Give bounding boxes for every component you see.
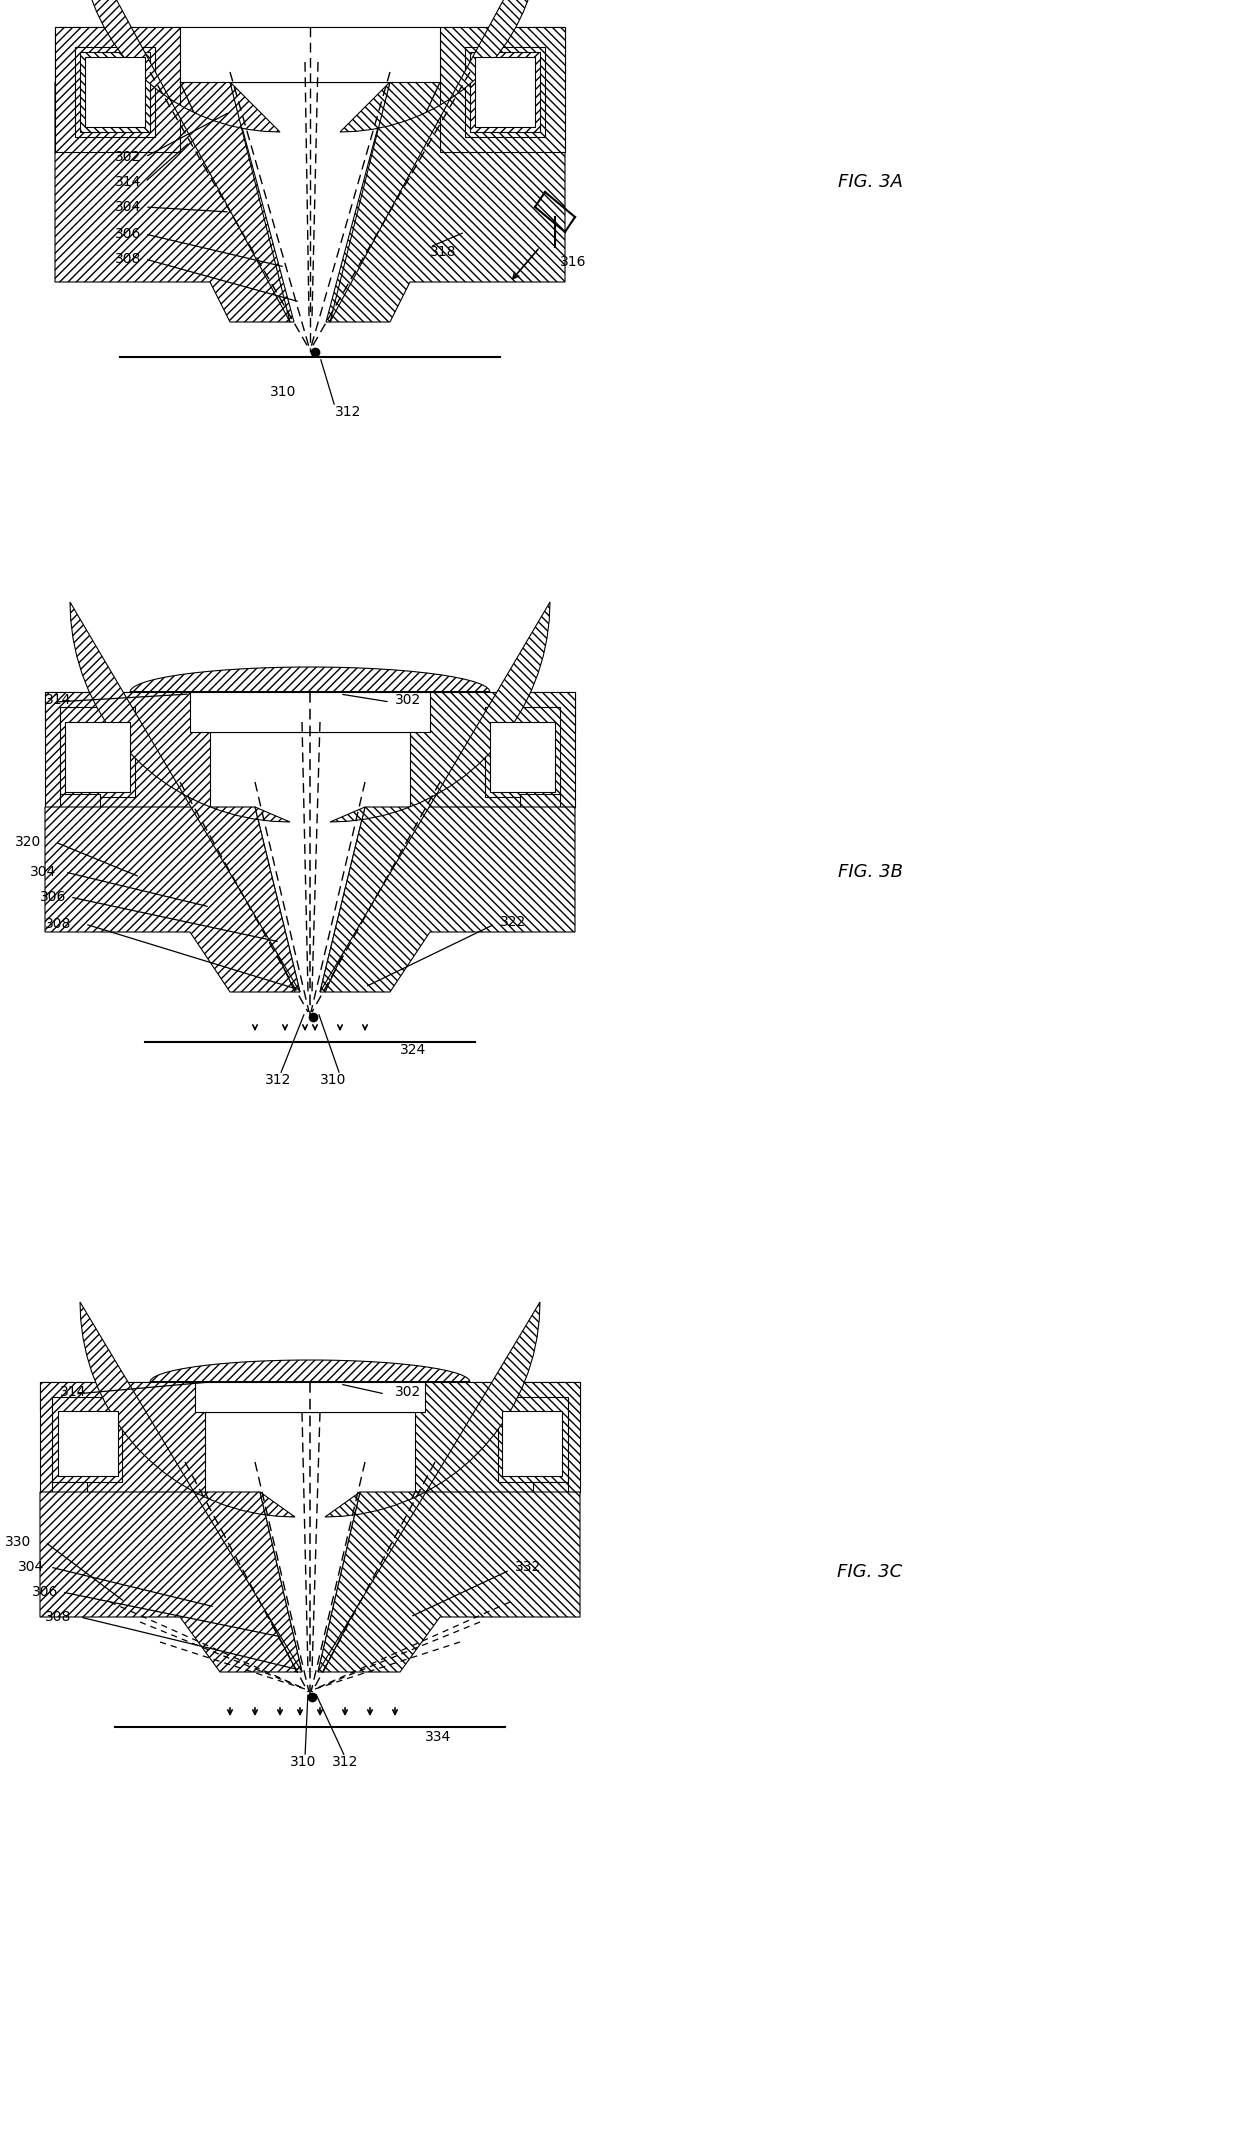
Bar (180, 28, 440, 81)
Bar (52, 1482, 87, 1497)
Polygon shape (40, 1493, 298, 1673)
Bar (45, 692, 210, 808)
Polygon shape (81, 0, 290, 321)
Text: 314: 314 (45, 694, 72, 707)
Bar (60, 707, 135, 797)
Polygon shape (69, 602, 300, 992)
Text: 310: 310 (290, 1754, 316, 1769)
Text: 306: 306 (40, 889, 67, 904)
Bar (520, 795, 560, 812)
Bar (485, 707, 560, 797)
Bar (86, 58, 145, 126)
Text: 304: 304 (19, 1559, 45, 1574)
Polygon shape (205, 1493, 303, 1673)
Text: 302: 302 (115, 150, 141, 165)
Text: 334: 334 (425, 1731, 451, 1744)
Polygon shape (325, 808, 575, 992)
Bar (63, 1439, 98, 1469)
Bar (470, 51, 539, 133)
Bar (498, 1397, 568, 1482)
Polygon shape (330, 81, 565, 321)
Bar (55, 28, 565, 81)
Bar (190, 692, 430, 733)
Bar (522, 1439, 557, 1469)
Text: 312: 312 (332, 1754, 358, 1769)
Text: 304: 304 (30, 865, 56, 878)
Bar (64, 722, 130, 793)
Bar (40, 1382, 205, 1493)
Polygon shape (55, 81, 290, 321)
Polygon shape (322, 1493, 580, 1673)
Polygon shape (330, 0, 539, 321)
Bar (58, 1412, 118, 1476)
Bar (45, 692, 575, 733)
Polygon shape (45, 808, 295, 992)
Polygon shape (317, 1302, 539, 1673)
Text: 322: 322 (500, 915, 526, 930)
Text: 312: 312 (265, 1073, 291, 1086)
Text: 308: 308 (45, 917, 72, 932)
Bar (533, 1482, 568, 1497)
Text: 318: 318 (430, 244, 456, 259)
Polygon shape (81, 1302, 303, 1673)
Bar (490, 722, 556, 793)
Text: 314: 314 (115, 176, 141, 188)
Text: 306: 306 (115, 227, 141, 242)
Bar (95, 88, 130, 122)
Polygon shape (210, 808, 300, 992)
Polygon shape (320, 602, 551, 992)
Bar (40, 1382, 580, 1412)
Bar (195, 1382, 425, 1412)
Text: 332: 332 (515, 1559, 541, 1574)
Bar (510, 752, 551, 786)
Text: FIG. 3C: FIG. 3C (837, 1564, 903, 1581)
Bar (410, 692, 575, 808)
Text: 304: 304 (115, 199, 141, 214)
Text: 314: 314 (60, 1386, 87, 1399)
Text: 310: 310 (270, 386, 296, 398)
Polygon shape (130, 666, 490, 692)
Bar (52, 1397, 122, 1482)
Text: 320: 320 (15, 835, 41, 848)
Bar (440, 28, 565, 152)
Bar (69, 752, 110, 786)
Text: 312: 312 (335, 405, 361, 420)
Bar (475, 58, 534, 126)
Text: 308: 308 (115, 253, 141, 266)
Text: 302: 302 (396, 1386, 422, 1399)
Text: FIG. 3A: FIG. 3A (837, 174, 903, 191)
Text: 324: 324 (401, 1043, 427, 1056)
Bar (415, 1382, 580, 1493)
Polygon shape (180, 81, 294, 321)
Text: 306: 306 (32, 1585, 58, 1598)
Text: 308: 308 (45, 1611, 72, 1624)
Bar (465, 47, 546, 137)
Text: 316: 316 (560, 255, 587, 270)
Bar (502, 1412, 562, 1476)
Polygon shape (326, 81, 440, 321)
Bar (55, 28, 180, 152)
Polygon shape (317, 1493, 415, 1673)
Text: 302: 302 (396, 694, 422, 707)
Text: 310: 310 (320, 1073, 346, 1086)
Bar (60, 795, 100, 812)
Bar (81, 51, 150, 133)
Bar (74, 47, 155, 137)
Text: 330: 330 (5, 1536, 31, 1549)
Polygon shape (150, 1360, 470, 1382)
Text: FIG. 3B: FIG. 3B (837, 863, 903, 880)
Polygon shape (320, 808, 410, 992)
Bar (490, 88, 525, 122)
